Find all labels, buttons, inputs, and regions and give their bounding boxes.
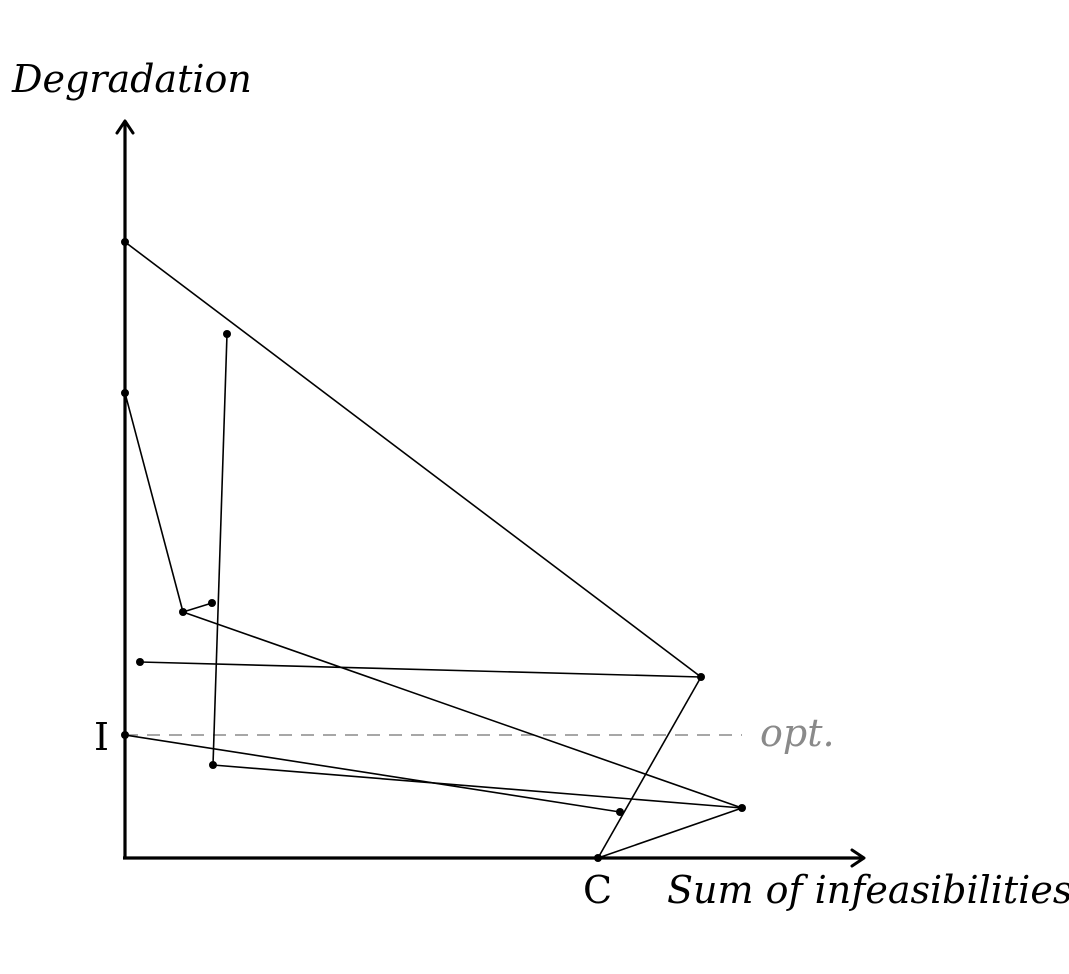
trajectory-segment-9 xyxy=(212,764,743,809)
trajectory-point-8 xyxy=(121,731,129,739)
trajectory-point-12 xyxy=(594,854,602,862)
trajectory-segment-6 xyxy=(124,392,184,613)
trajectory-point-1 xyxy=(121,238,129,246)
trajectory-point-5 xyxy=(208,599,216,607)
trajectory-point-11 xyxy=(738,804,746,812)
trajectory-point-4 xyxy=(179,608,187,616)
trajectory-segment-7 xyxy=(182,602,213,613)
final-point-label: C xyxy=(583,868,612,912)
x-axis-label: Sum of infeasibilities xyxy=(667,868,1069,912)
trajectory-point-9 xyxy=(209,761,217,769)
trajectory-segment-4 xyxy=(597,807,743,859)
optimum-label: opt. xyxy=(760,711,835,755)
trajectory-segment-3 xyxy=(597,676,702,859)
trajectory-segment-8 xyxy=(212,333,228,766)
trajectory-point-6 xyxy=(136,658,144,666)
y-axis-arrowhead xyxy=(115,119,135,135)
y-axis-label: Degradation xyxy=(11,57,252,101)
trajectory-segment-1 xyxy=(124,241,702,678)
trajectory-point-2 xyxy=(121,389,129,397)
trajectory-segment-10 xyxy=(124,734,621,813)
search-trajectory xyxy=(121,238,746,862)
trajectory-point-7 xyxy=(697,673,705,681)
x-axis-arrowhead xyxy=(850,848,866,868)
initial-point-label: I xyxy=(94,715,109,759)
trajectory-segment-2 xyxy=(139,661,702,678)
trajectory-point-10 xyxy=(616,808,624,816)
trajectory-segment-5 xyxy=(182,611,743,809)
trajectory-point-3 xyxy=(223,330,231,338)
